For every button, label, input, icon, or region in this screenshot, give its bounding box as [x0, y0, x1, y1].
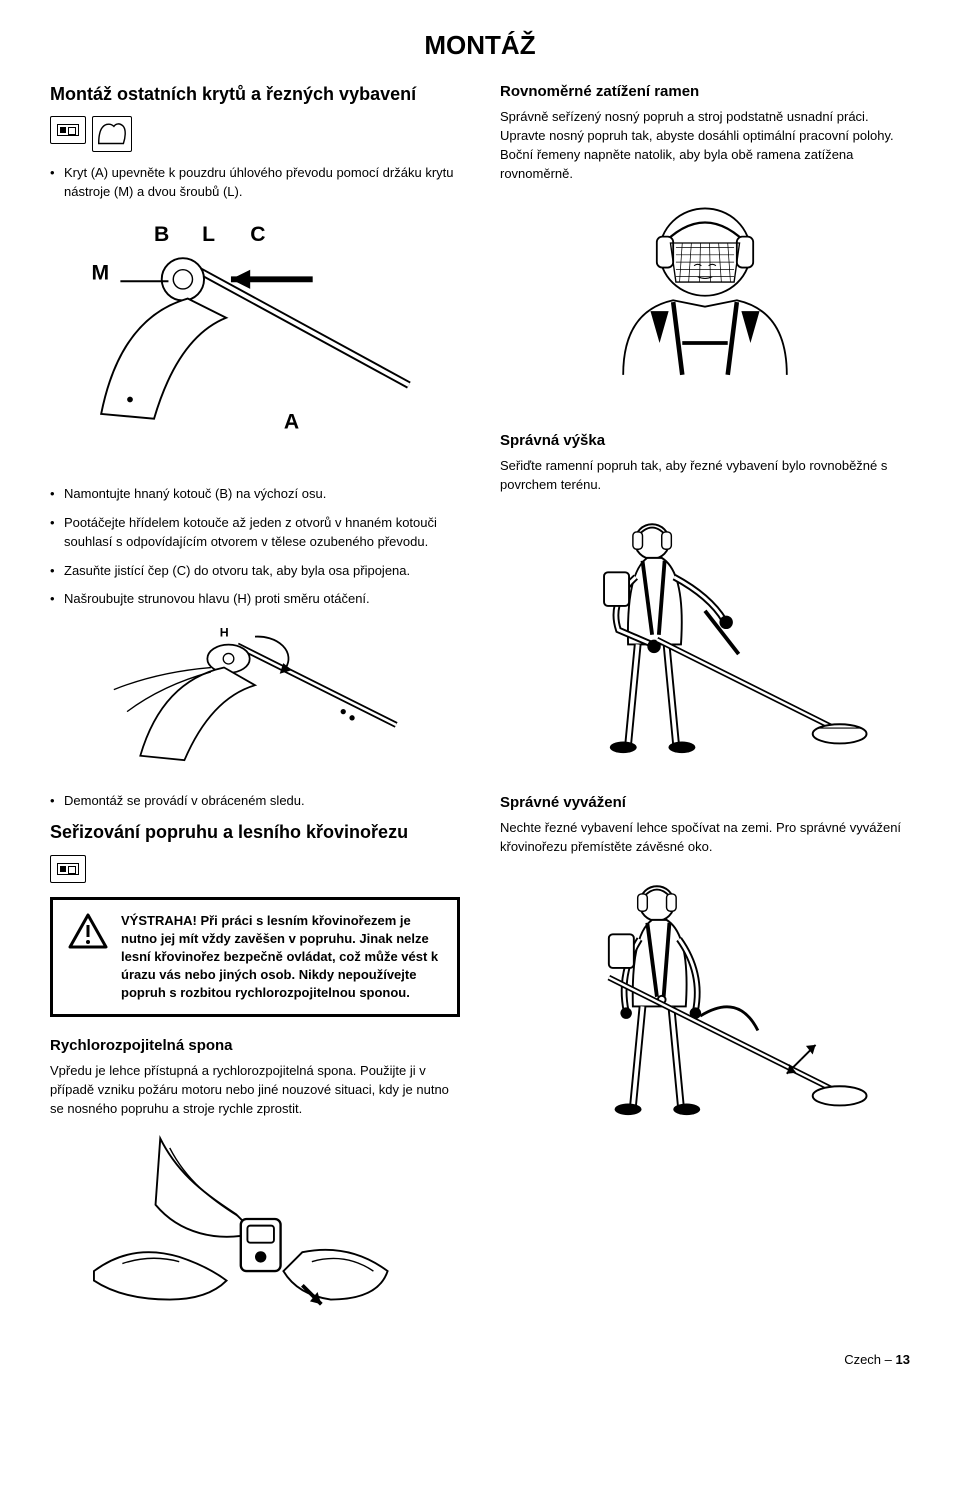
manual-icon — [50, 116, 86, 144]
text-quick-release: Vpředu je lehce přístupná a rychlorozpoj… — [50, 1062, 460, 1119]
label-l: L — [202, 223, 215, 246]
warning-text: VÝSTRAHA! Při práci s lesním křovinořeze… — [121, 912, 443, 1003]
label-b: B — [154, 223, 169, 246]
bullet-guard-attach: Kryt (A) upevněte k pouzdru úhlového pře… — [50, 164, 460, 202]
warning-box: VÝSTRAHA! Při práci s lesním křovinořeze… — [50, 897, 460, 1018]
page-footer: Czech – 13 — [50, 1352, 910, 1367]
heading-quick-release: Rychlorozpojitelná spona — [50, 1037, 460, 1054]
gloves-icon — [92, 116, 132, 152]
warning-triangle-icon — [67, 912, 109, 950]
icon-row-bottom — [50, 855, 460, 883]
heading-adjust-harness: Seřizování popruhu a lesního křovinořezu — [50, 821, 460, 844]
label-a: A — [284, 410, 299, 433]
label-c: C — [250, 223, 265, 246]
figure-quick-release — [50, 1129, 460, 1314]
bullet-hnany-kotouc: Namontujte hnaný kotouč (B) na výchozí o… — [50, 485, 460, 504]
manual-icon-2 — [50, 855, 86, 883]
footer-lang: Czech — [844, 1352, 881, 1367]
text-correct-balance: Nechte řezné vybavení lehce spočívat na … — [500, 819, 910, 857]
text-correct-height: Seřiďte ramenní popruh tak, aby řezné vy… — [500, 457, 910, 495]
text-even-load: Správně seřízený nosný popruh a stroj po… — [500, 108, 910, 183]
figure-correct-balance — [500, 867, 910, 1122]
heading-even-load: Rovnoměrné zatížení ramen — [500, 83, 910, 100]
footer-page: 13 — [896, 1352, 910, 1367]
heading-correct-height: Správná výška — [500, 432, 910, 449]
heading-guards: Montáž ostatních krytů a řezných vybaven… — [50, 83, 460, 106]
footer-sep: – — [885, 1352, 892, 1367]
left-column: Montáž ostatních krytů a řezných vybaven… — [50, 83, 460, 1332]
figure-even-shoulders — [500, 193, 910, 398]
right-column: Rovnoměrné zatížení ramen Správně seříze… — [500, 83, 910, 1332]
bullet-pootacejte: Pootáčejte hřídelem kotouče až jeden z o… — [50, 514, 460, 552]
label-m: M — [92, 261, 110, 284]
label-h: H — [220, 626, 229, 640]
bullet-demontaz: Demontáž se provádí v obráceném sledu. — [50, 792, 460, 811]
bullet-zasunte: Zasuňte jistící čep (C) do otvoru tak, a… — [50, 562, 460, 581]
icon-row-top — [50, 116, 460, 152]
figure-guard-blc: B L C M A — [50, 212, 460, 467]
bullet-nasroubujte: Našroubujte strunovou hlavu (H) proti sm… — [50, 590, 460, 609]
page-title: MONTÁŽ — [50, 30, 910, 61]
heading-correct-balance: Správné vyvážení — [500, 794, 910, 811]
two-column-layout: Montáž ostatních krytů a řezných vybaven… — [50, 83, 910, 1332]
figure-correct-height — [500, 505, 910, 760]
figure-trimmer-head-h: H — [50, 619, 460, 774]
